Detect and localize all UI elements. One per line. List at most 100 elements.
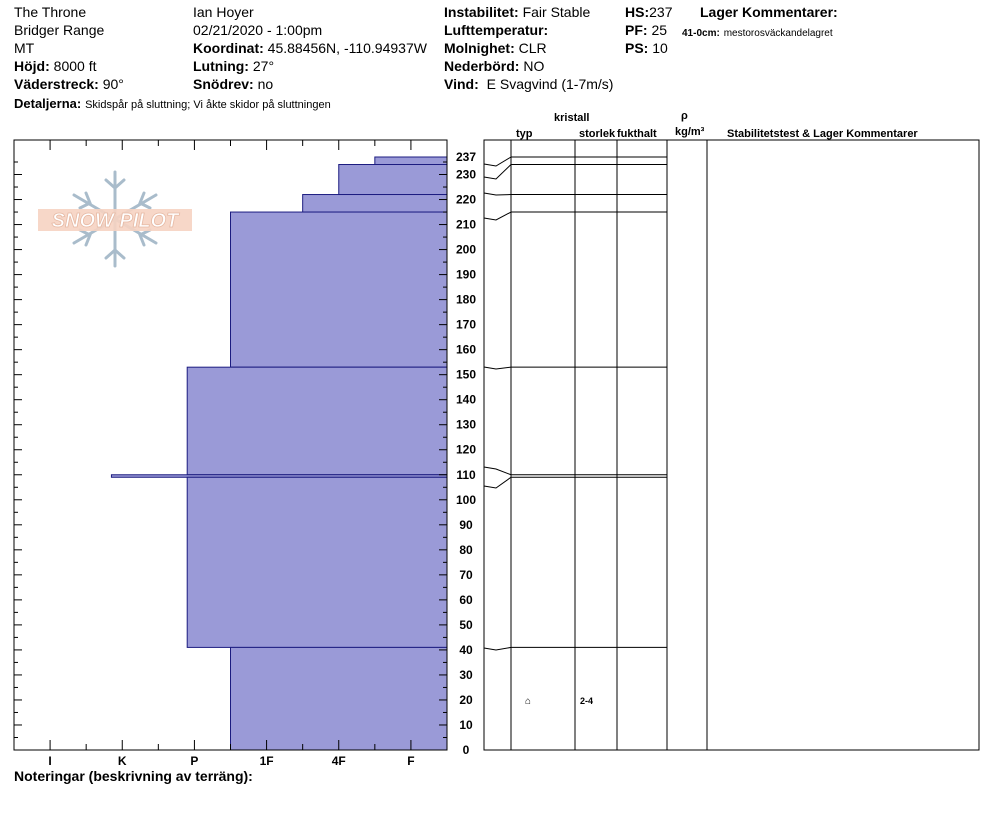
datetime: 02/21/2020 - 1:00pm [193,22,323,38]
y-tick-label: 190 [456,268,476,282]
layer-comments-label: Lager Kommentarer: [700,4,838,20]
observer: Ian Hoyer [193,4,254,20]
x-tick-label: F [407,754,414,768]
col-type: typ [516,128,533,140]
col-density-unit: kg/m³ [675,126,705,138]
y-tick-label: 210 [456,218,476,232]
y-tick-label: 140 [456,393,476,407]
layer-comment-text: mestorosväckandelagret [723,28,833,39]
state: MT [14,40,35,56]
range: Bridger Range [14,22,105,38]
y-tick-label: 0 [463,743,470,757]
y-tick-label: 220 [456,193,476,207]
coordinates: Koordinat: 45.88456N, -110.94937W [193,40,427,56]
crystal-type-symbol: ⌂ [525,696,531,707]
y-tick-label: 180 [456,293,476,307]
x-tick-label: 1F [260,754,274,768]
y-tick-label: 20 [459,693,473,707]
snowpilot-logo: SNOW PILOT [38,170,192,268]
col-size: storlek [579,128,616,140]
ps-value: 10 [652,40,668,56]
layer-comment: 41-0cm: mestorosväckandelagret [682,23,833,42]
coord-value: 45.88456N, -110.94937W [267,40,427,56]
details-label: Detaljerna: [14,96,82,111]
y-tick-label: 80 [459,543,473,557]
wind-label: Vind: [444,76,479,92]
y-tick-label: 10 [459,718,473,732]
aspect: Väderstreck: 90° [14,76,124,92]
y-tick-label: 30 [459,668,473,682]
elevation-value: 8000 ft [53,58,97,74]
aspect-label: Väderstreck: [14,76,99,92]
x-tick-label: P [190,754,198,768]
y-tick-label: 50 [459,618,473,632]
stability-value: Fair Stable [522,4,591,20]
drift: Snödrev: no [193,76,273,92]
y-tick-label: 160 [456,343,476,357]
hardness-layer-6 [186,476,448,648]
hs-label: HS: [625,4,650,20]
y-tick-label: 237 [456,150,476,164]
aspect-value: 90° [102,76,124,92]
y-tick-label: 110 [456,468,476,482]
pf: PF: 25 [625,22,667,38]
depth-connector [483,164,512,180]
y-tick-label: 120 [456,443,476,457]
precip: Nederbörd: NO [444,58,544,74]
layer-table-frame [483,139,980,751]
y-tick-label: 150 [456,368,476,382]
elevation-label: Höjd: [14,58,50,74]
crystal-size-value: 2-4 [580,696,593,706]
hardness-layer-2 [302,194,448,213]
col-moisture: fukthalt [617,128,657,140]
sky: Molnighet: CLR [444,40,547,56]
stability-label: Instabilitet: [444,4,519,20]
pf-value: 25 [651,22,668,38]
y-tick-label: 60 [459,593,473,607]
wind-value: E Svagvind (1-7m/s) [486,76,614,92]
slope-label: Lutning: [193,58,249,74]
x-tick-label: 4F [332,754,346,768]
x-tick-label: I [48,754,51,768]
y-tick-label: 100 [456,493,476,507]
precip-label: Nederbörd: [444,58,520,74]
wind: Vind: E Svagvind (1-7m/s) [444,76,613,92]
depth-connector [483,156,512,167]
slope-value: 27° [252,58,275,74]
y-tick-label: 230 [456,168,476,182]
hs-value: 237 [649,4,673,20]
precip-value: NO [523,58,545,74]
depth-connector [483,211,512,221]
depth-connector [483,366,512,370]
sky-label: Molnighet: [444,40,515,56]
depth-connector [483,466,512,476]
y-tick-label: 70 [459,568,473,582]
depth-connector [483,192,512,196]
y-tick-label: 170 [456,318,476,332]
hardness-layer-0 [374,156,448,166]
airtemp-label: Lufttemperatur: [444,22,549,38]
drift-value: no [257,76,274,92]
elevation: Höjd: 8000 ft [14,58,96,74]
drift-label: Snödrev: [193,76,254,92]
depth-connector [483,476,512,489]
ps: PS: 10 [625,40,668,56]
hardness-layer-3 [230,211,448,368]
depth-connector [483,646,512,651]
pf-label: PF: [625,22,648,38]
sky-value: CLR [518,40,547,56]
y-tick-label: 90 [459,518,473,532]
col-crystal: kristall [554,112,590,124]
location: The Throne [14,4,87,20]
y-tick-label: 40 [459,643,473,657]
ps-label: PS: [625,40,649,56]
slope: Lutning: 27° [193,58,274,74]
logo-text: SNOW PILOT [52,210,180,232]
details-value: Skidspår på sluttning; Vi åkte skidor på… [85,99,331,111]
hs: HS:237 [625,4,672,20]
hardness-layer-4 [186,366,448,476]
col-rho: ρ [681,110,688,122]
details: Detaljerna: Skidspår på sluttning; Vi åk… [14,95,331,113]
layer-comment-depth: 41-0cm: [682,28,720,39]
